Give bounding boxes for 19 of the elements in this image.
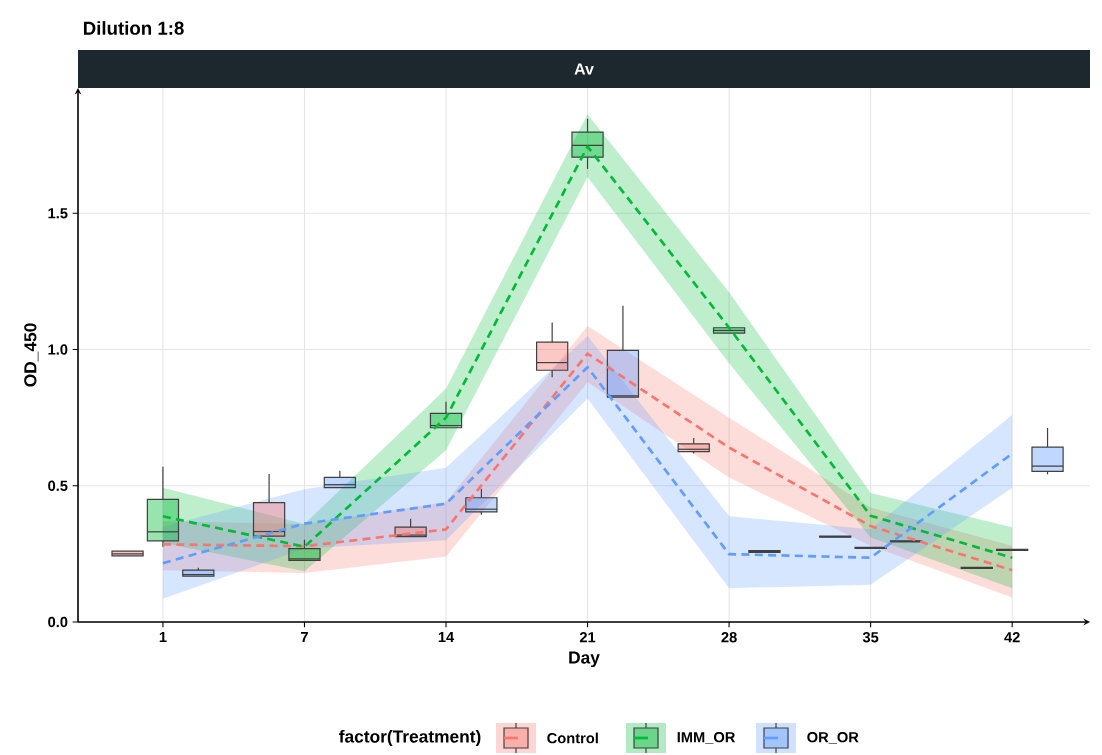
x-tick-label: 28 xyxy=(721,632,737,643)
legend-label: IMM_OR xyxy=(677,731,736,745)
y-tick-label: 1.0 xyxy=(48,344,68,355)
chart-subtitle: Av xyxy=(574,63,594,75)
legend-title: factor(Treatment) xyxy=(339,729,481,747)
x-tick-label: 35 xyxy=(862,632,879,643)
x-tick-label: 1 xyxy=(159,632,167,643)
y-tick-label: 1.5 xyxy=(48,208,68,219)
y-tick-label: 0.0 xyxy=(48,616,68,628)
x-tick-label: 21 xyxy=(579,632,596,643)
x-tick-label: 7 xyxy=(301,632,308,643)
y-axis-title: OD_450 xyxy=(24,323,39,387)
x-tick-label: 14 xyxy=(438,632,455,643)
y-tick-label: 0.5 xyxy=(48,480,68,491)
chart-title: Dilution 1:8 xyxy=(83,21,184,35)
legend-label: Control xyxy=(547,732,598,744)
x-axis-title: Day xyxy=(569,651,600,668)
x-tick-label: 42 xyxy=(1004,632,1020,643)
legend-label: OR_OR xyxy=(807,731,859,745)
